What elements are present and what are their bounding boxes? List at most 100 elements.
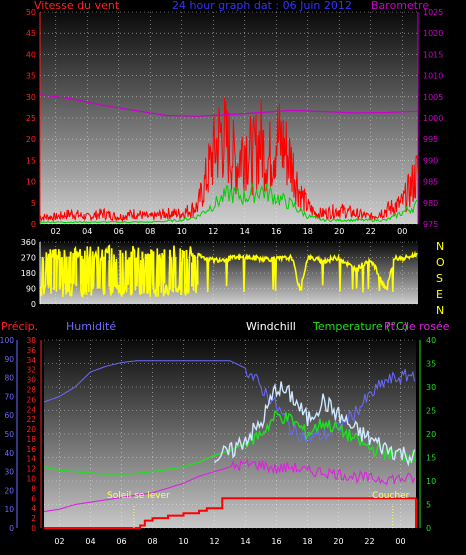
precip-tick: 32 [26,366,36,375]
precip-tick: 14 [26,455,36,464]
humidity-tick: 60 [4,411,14,420]
left-tick: 5 [31,199,36,208]
sunrise-label: Soleil se lever [107,491,170,501]
precip-tick: 36 [26,346,36,355]
x-tick: 06 [114,227,124,236]
humidity-tick: 0 [9,524,14,533]
humidity-temperature-panel: 0510152025303540010203040506070809010002… [0,336,436,546]
right-tick: 995 [423,135,438,144]
precip-tick: 34 [26,356,36,365]
x-tick: 14 [240,227,250,236]
precipitation-line [44,497,416,529]
temperature-tick: 15 [426,454,436,463]
precip-tick: 22 [26,415,36,424]
left-tick: 45 [26,29,36,38]
precip-tick: 24 [26,405,36,414]
left-tick: 30 [26,93,36,102]
graph-title: 24 hour graph dat : 06 Juin 2012 [172,0,352,12]
temperature-tick: 5 [426,501,431,510]
x-tick: 08 [147,537,157,546]
wind-panel: 0510152025303540455097598098599099510001… [26,8,444,236]
precip-tick: 18 [26,435,36,444]
left-tick: 50 [26,8,36,17]
direction-tick: 0 [31,300,36,309]
right-tick: 980 [423,199,438,208]
humidity-tick: 20 [4,486,14,495]
direction-tick: 270 [21,254,36,263]
compass-o: O [436,256,445,269]
dewpoint-line [43,457,416,513]
windchill-line [213,381,416,467]
left-tick: 40 [26,50,36,59]
compass-n-top: N [436,240,445,253]
temperature-tick: 0 [426,524,431,533]
x-tick: 22 [364,537,374,546]
windchill-label: Windchill [246,320,296,333]
precip-tick: 26 [26,395,36,404]
right-tick: 990 [423,156,438,165]
humidity-tick: 50 [4,430,14,439]
temperature-tick: 35 [426,360,436,369]
left-tick: 20 [26,135,36,144]
x-tick: 04 [85,537,95,546]
compass-e: E [436,288,443,301]
x-tick: 04 [82,227,92,236]
precip-tick: 2 [31,514,36,523]
left-tick: 0 [31,220,36,229]
wind-average-line [39,182,419,224]
precip-tick: 4 [31,504,36,513]
precip-tick: 20 [26,425,36,434]
direction-panel: 0 90 180 270 360 [21,238,418,309]
left-tick: 35 [26,72,36,81]
compass-n-bottom: N [436,304,445,317]
x-tick: 18 [303,227,313,236]
temperature-label: Temperature (°C) [313,320,408,333]
x-tick: 16 [271,537,281,546]
barometer-line [39,94,419,117]
right-tick: 1015 [423,50,443,59]
temperature-tick: 30 [426,383,436,392]
humidity-tick: 80 [4,374,14,383]
precip-tick: 16 [26,445,36,454]
x-tick: 02 [51,227,61,236]
precip-tick: 10 [26,475,36,484]
precip-tick: 8 [31,484,36,493]
precip-tick: 38 [26,336,36,345]
left-tick: 15 [26,156,36,165]
x-tick: 10 [177,227,187,236]
right-tick: 1010 [423,72,443,81]
right-tick: 975 [423,220,438,229]
humidity-label: Humidité [66,320,117,333]
x-tick: 14 [240,537,250,546]
precip-tick: 12 [26,465,36,474]
x-tick: 12 [209,537,219,546]
x-tick: 10 [178,537,188,546]
precip-label: Précip. [1,320,39,333]
left-tick: 25 [26,114,36,123]
right-tick: 1005 [423,93,443,102]
wind-speed-line [39,97,419,223]
direction-tick: 180 [21,269,36,278]
right-tick: 1000 [423,114,443,123]
humidity-tick: 30 [4,468,14,477]
x-tick: 16 [271,227,281,236]
precip-tick: 6 [31,494,36,503]
right-tick: 1025 [423,8,443,17]
right-tick: 985 [423,178,438,187]
humidity-tick: 40 [4,449,14,458]
humidity-tick: 100 [0,336,14,345]
x-tick: 20 [334,227,344,236]
barometer-title: Barometre [371,0,430,12]
dewpoint-label: Pt. de rosée [384,320,450,333]
temperature-tick: 10 [426,477,436,486]
x-tick: 12 [208,227,218,236]
right-tick: 1020 [423,29,443,38]
x-tick: 02 [54,537,64,546]
x-tick: 22 [366,227,376,236]
sunset-label: Coucher [372,491,410,501]
temperature-tick: 40 [426,336,436,345]
precip-tick: 30 [26,376,36,385]
temperature-tick: 20 [426,430,436,439]
x-tick: 20 [333,537,343,546]
plot-area [44,340,416,528]
